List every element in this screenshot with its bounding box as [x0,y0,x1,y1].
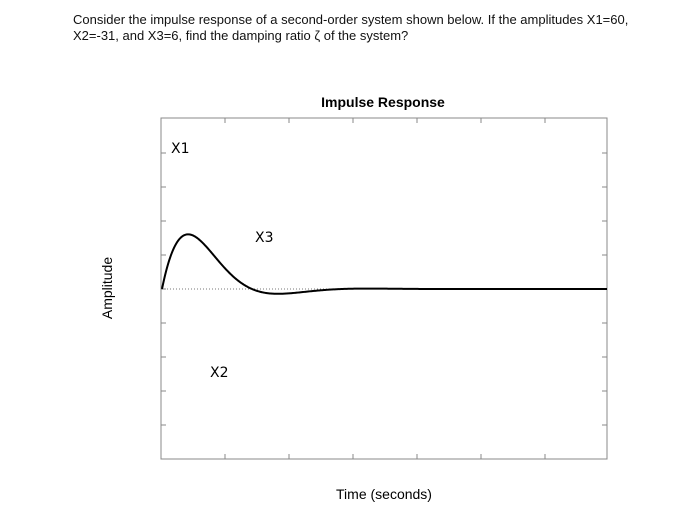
annotation-x1: X1 [171,141,190,157]
y-axis-label: Amplitude [99,257,115,319]
chart-title: Impulse Response [321,94,445,110]
impulse-response-curve [161,233,607,295]
annotation-x2: X2 [210,365,229,381]
x-axis-label: Time (seconds) [336,486,432,502]
annotation-x3: X3 [255,230,274,246]
axis-ticks [161,118,607,459]
question-text: Consider the impulse response of a secon… [73,12,629,43]
